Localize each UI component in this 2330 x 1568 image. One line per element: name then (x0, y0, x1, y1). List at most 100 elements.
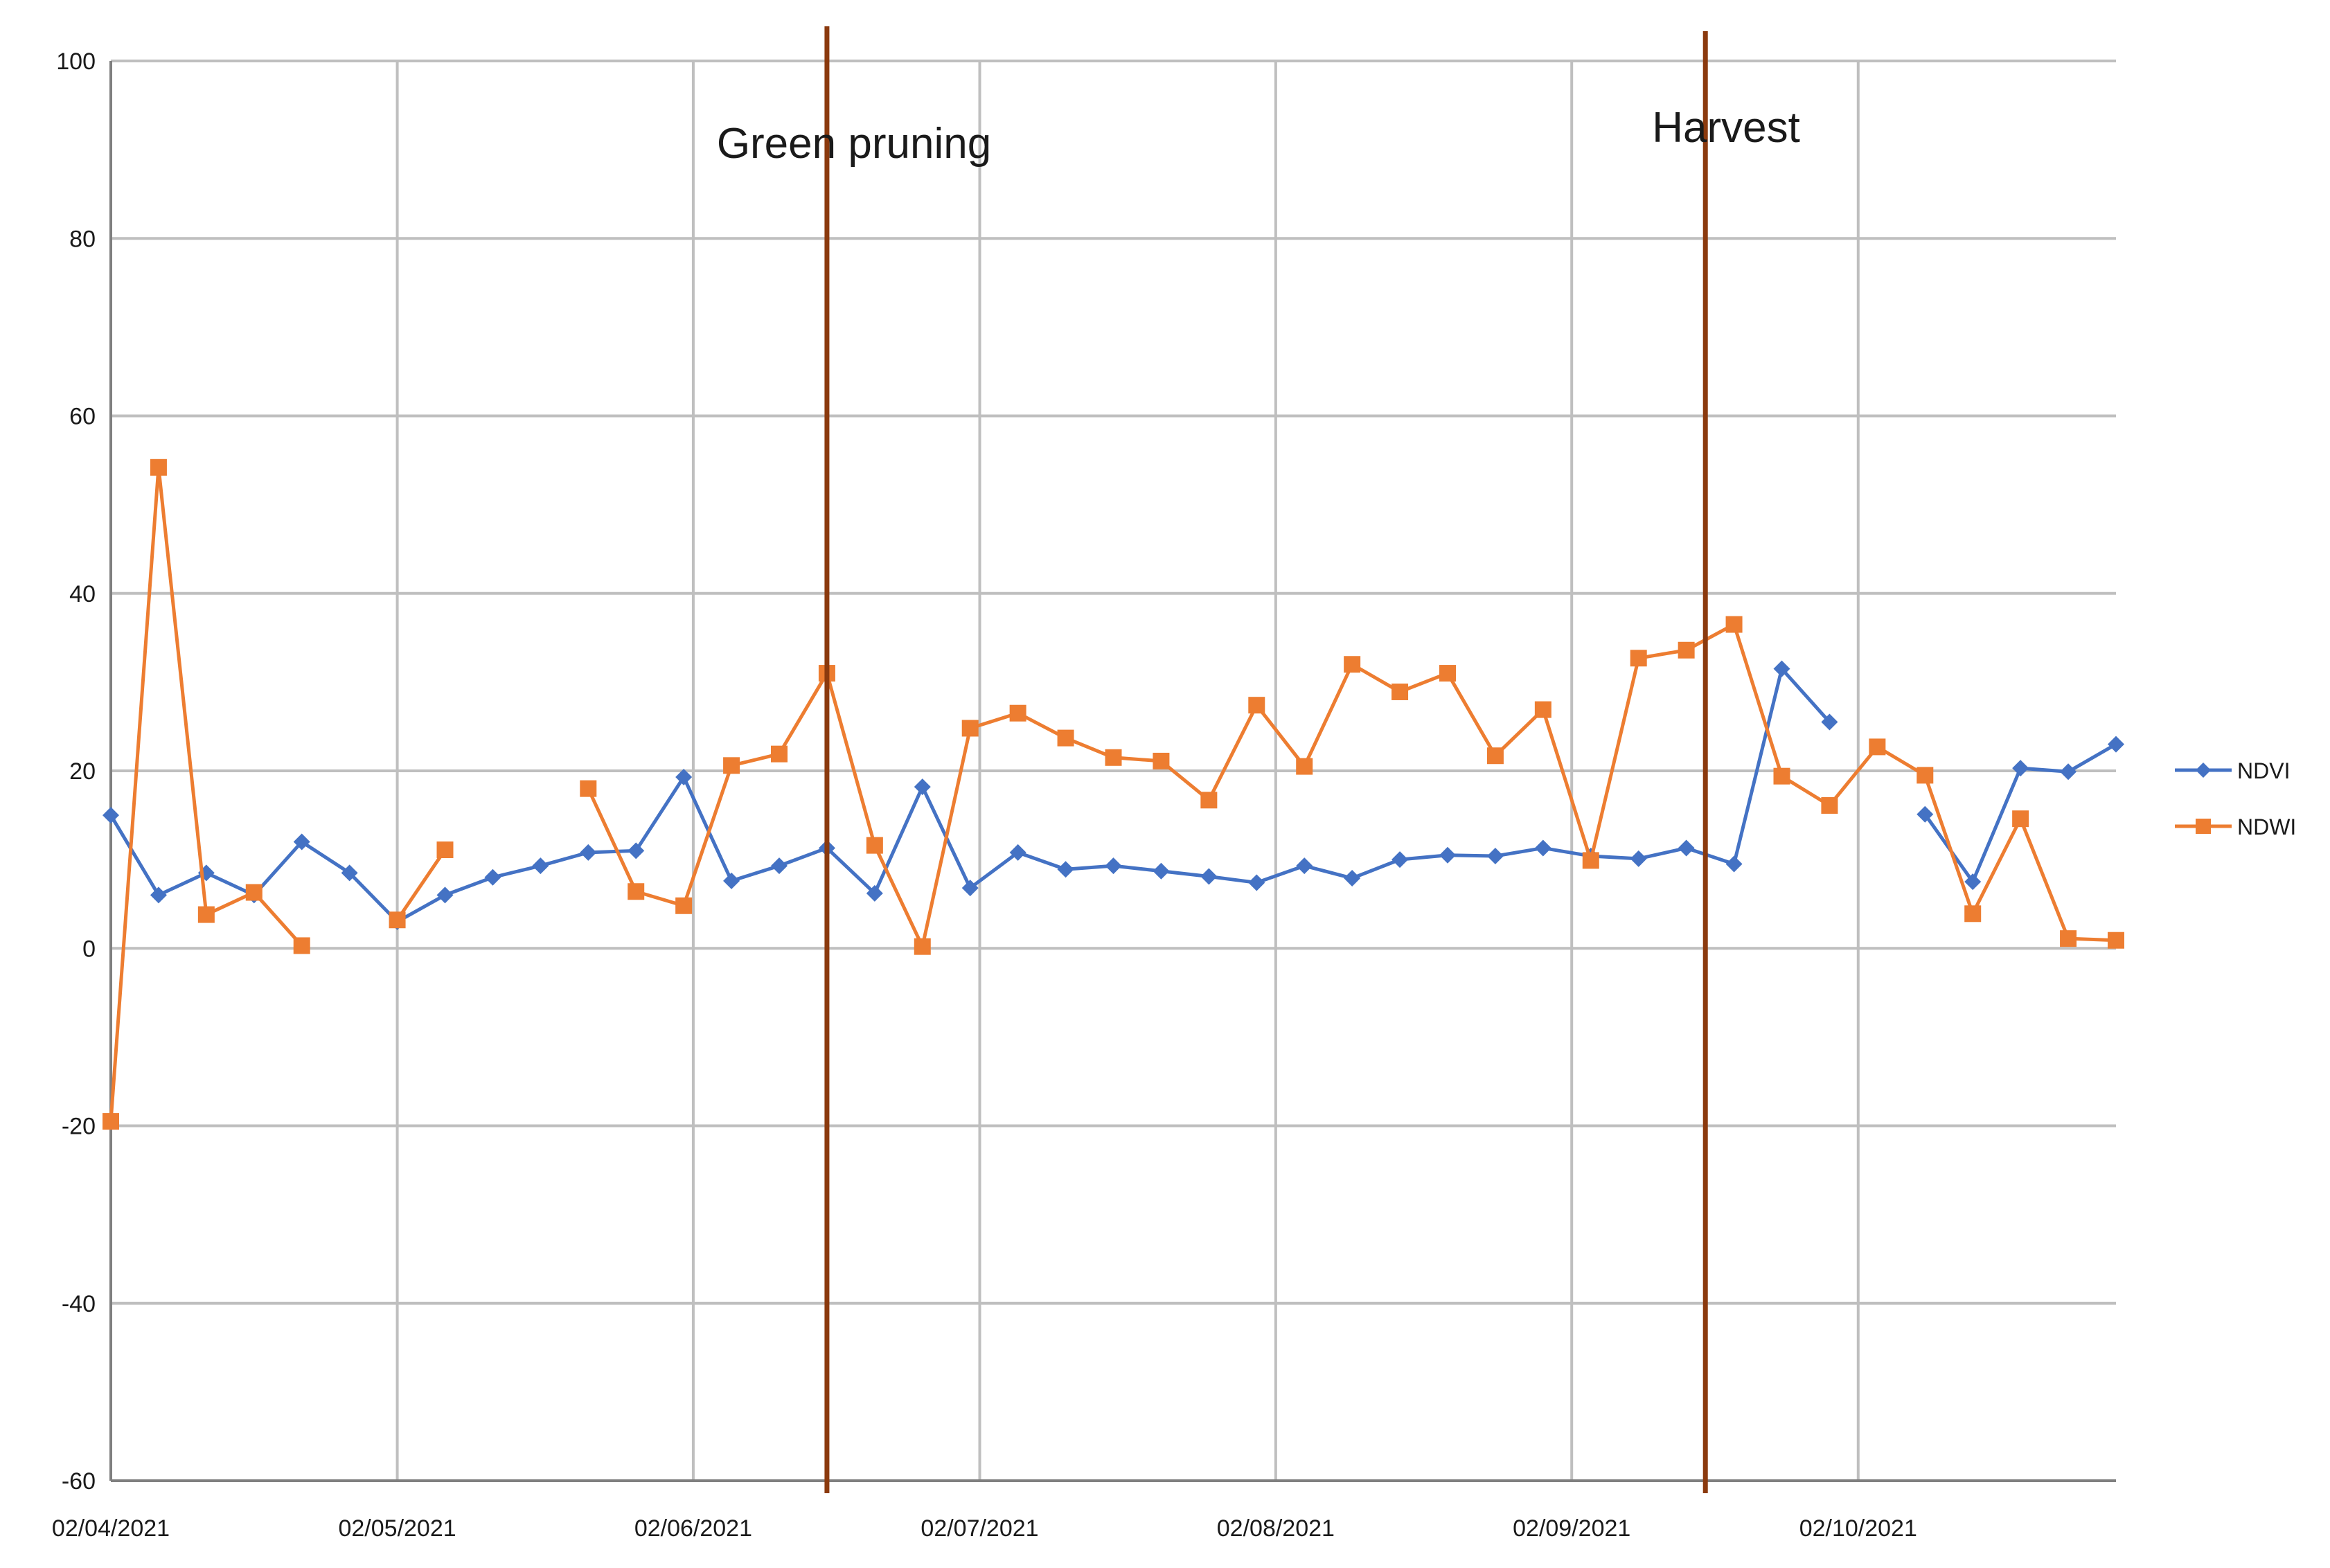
y-tick-label: 100 (56, 48, 96, 75)
data-point (1821, 796, 1838, 814)
x-tick-label: 02/08/2021 (1217, 1515, 1335, 1542)
data-point (1917, 805, 1934, 823)
data-point (1439, 846, 1456, 864)
data-point (1105, 857, 1122, 875)
data-point (1009, 844, 1026, 861)
series-line-segment (1827, 745, 1879, 808)
series-line-segment (1112, 864, 1163, 873)
series-line-segment (538, 850, 590, 868)
data-point (245, 884, 263, 901)
data-point (1439, 665, 1456, 682)
data-point (103, 1113, 119, 1130)
data-point (771, 745, 788, 763)
data-point (150, 887, 167, 904)
data-point (197, 906, 215, 923)
series-line-segment (1302, 864, 1354, 880)
y-tick-label: 80 (69, 226, 96, 252)
series-line-segment (1254, 703, 1306, 769)
data-point (1773, 660, 1790, 677)
legend-label: NDWI (2237, 814, 2296, 839)
series-line-segment (300, 840, 352, 875)
series-ndvi (103, 660, 2124, 930)
data-point (1153, 752, 1170, 769)
series-line-segment (2018, 766, 2070, 774)
data-point (961, 720, 979, 737)
data-point (1725, 855, 1743, 873)
x-tick-label: 02/10/2021 (1799, 1515, 1917, 1542)
event-label: Green pruning (717, 120, 991, 168)
data-point (1009, 704, 1026, 722)
data-point (1486, 747, 1504, 765)
data-point (1725, 616, 1743, 633)
data-point (293, 833, 310, 850)
data-point (1105, 749, 1122, 766)
series-line-segment (825, 846, 877, 896)
data-point (771, 857, 788, 875)
data-point (293, 937, 310, 954)
data-point (1057, 861, 1074, 878)
data-point (1200, 792, 1218, 809)
data-point (1057, 729, 1074, 747)
y-tick-label: -60 (62, 1468, 96, 1495)
series-line-segment (921, 727, 972, 949)
data-point (866, 884, 883, 902)
series-line-segment (1159, 869, 1211, 878)
y-tick-label: -20 (62, 1114, 96, 1140)
data-point (341, 864, 358, 882)
series-line-segment (109, 813, 161, 897)
series-line-segment (873, 844, 925, 949)
data-point (484, 868, 501, 886)
data-point (1200, 868, 1218, 885)
series-line-segment (1016, 850, 1068, 871)
data-point (866, 837, 883, 854)
series-layer (103, 458, 2124, 1130)
series-line-segment (729, 864, 781, 883)
data-point (961, 880, 979, 897)
data-point (1964, 905, 1982, 923)
series-line-segment (2066, 742, 2118, 774)
series-line-segment (1064, 864, 1115, 871)
data-point (150, 458, 167, 476)
series-ndwi (103, 458, 2124, 1130)
series-line-segment (1541, 708, 1593, 862)
series-line-segment (2018, 817, 2070, 941)
data-point (1391, 851, 1409, 868)
x-tick-label: 02/07/2021 (921, 1515, 1038, 1542)
data-point (1678, 641, 1695, 659)
series-line-segment (1732, 667, 1784, 866)
series-line-segment (1684, 846, 1736, 866)
series-line-segment (682, 775, 733, 883)
data-point (436, 887, 454, 904)
data-point (675, 768, 693, 785)
data-point (532, 857, 549, 875)
data-point (580, 780, 597, 797)
x-tick-label: 02/04/2021 (52, 1515, 170, 1542)
series-line-segment (1446, 671, 1497, 758)
data-point (103, 807, 119, 824)
data-point (1678, 839, 1695, 857)
series-line-segment (777, 846, 829, 868)
series-line-segment (1637, 846, 1689, 861)
data-point (2060, 930, 2077, 947)
data-point (628, 842, 645, 859)
series-line-segment (1254, 864, 1306, 884)
legend-marker (2196, 819, 2211, 834)
data-point (1344, 870, 1361, 887)
series-line-segment (873, 785, 925, 896)
data-point (2012, 810, 2029, 828)
data-point (1248, 874, 1265, 891)
data-point (1534, 839, 1551, 857)
series-line-segment (682, 763, 733, 908)
series-line-segment (1207, 703, 1259, 802)
data-point (1773, 767, 1790, 785)
data-point (2108, 736, 2124, 753)
series-line-segment (825, 671, 877, 848)
data-point (1486, 848, 1504, 864)
grid-layer (109, 60, 2116, 1482)
tick-layer: 100 80 60 40 20 0 -20 -40 -60 02/04/2021 02/05/202… (52, 48, 1917, 1542)
legend-marker (2196, 763, 2211, 778)
event-layer: Green pruning Harvest (717, 26, 1800, 1493)
series-line-segment (1732, 623, 1784, 778)
series-line-segment (1350, 857, 1402, 880)
